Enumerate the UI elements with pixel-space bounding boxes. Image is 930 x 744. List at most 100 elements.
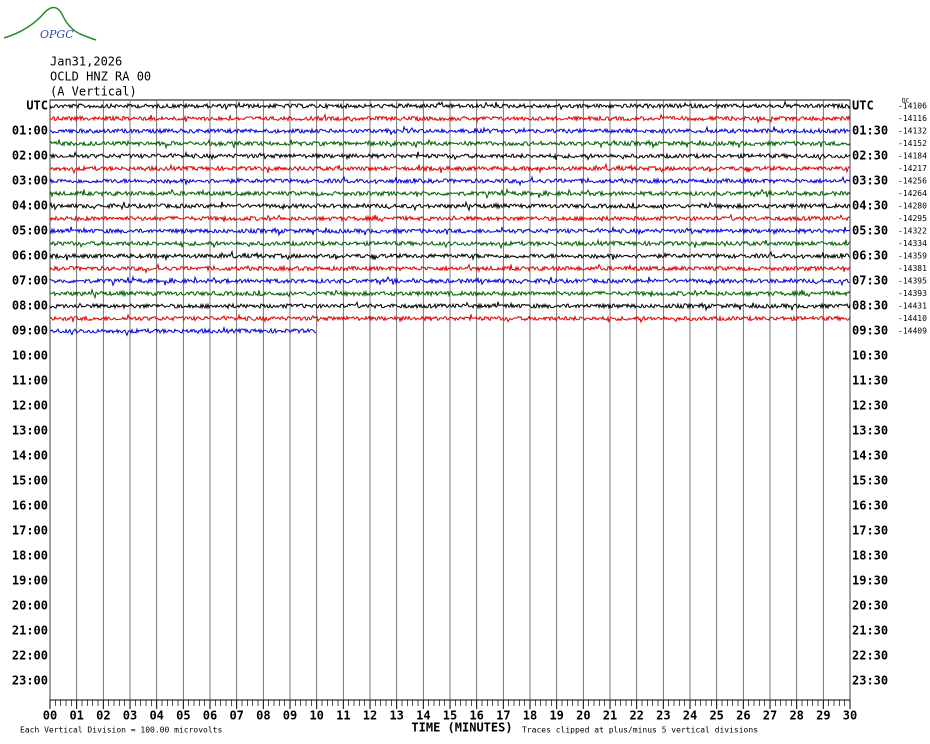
right-label: 08:30 xyxy=(852,299,888,313)
right-label: 21:30 xyxy=(852,624,888,638)
offset-label: -14395 xyxy=(898,277,927,286)
offset-label: -14334 xyxy=(898,239,927,248)
left-label: 19:00 xyxy=(12,574,48,588)
footer-right: Traces clipped at plus/minus 5 vertical … xyxy=(522,726,758,735)
right-label: 11:30 xyxy=(852,374,888,388)
x-tick-label: 30 xyxy=(843,709,857,723)
left-label: 23:00 xyxy=(12,674,48,688)
right-label: 12:30 xyxy=(852,399,888,413)
x-tick-label: 04 xyxy=(149,709,163,723)
left-label: 14:00 xyxy=(12,449,48,463)
seismic-trace xyxy=(49,138,851,150)
offset-label: -14322 xyxy=(898,227,927,236)
x-tick-label: 28 xyxy=(789,709,803,723)
offset-label: -14132 xyxy=(898,127,927,136)
x-tick-label: 01 xyxy=(69,709,83,723)
x-tick-label: 10 xyxy=(309,709,323,723)
x-tick-label: 27 xyxy=(763,709,777,723)
offset-label: -14256 xyxy=(898,177,927,186)
right-label: 13:30 xyxy=(852,424,888,438)
offset-label: -14381 xyxy=(898,264,927,273)
component: (A Vertical) xyxy=(50,85,137,99)
seismic-trace xyxy=(49,275,851,287)
left-label: 11:00 xyxy=(12,374,48,388)
x-tick-label: 12 xyxy=(363,709,377,723)
seismic-trace xyxy=(49,238,851,250)
right-label: 05:30 xyxy=(852,224,888,238)
logo-text: OPGC xyxy=(40,28,74,41)
x-tick-label: 00 xyxy=(43,709,57,723)
x-tick-label: 26 xyxy=(736,709,750,723)
seismic-trace xyxy=(49,301,851,312)
left-label: 10:00 xyxy=(12,349,48,363)
station: OCLD HNZ RA 00 xyxy=(50,70,151,84)
x-tick-label: 15 xyxy=(443,709,457,723)
right-label: 10:30 xyxy=(852,349,888,363)
left-label: 20:00 xyxy=(12,599,48,613)
footer-left: Each Vertical Division = 100.00 microvol… xyxy=(20,726,222,735)
seismic-trace xyxy=(49,249,851,262)
left-label: 04:00 xyxy=(12,199,48,213)
seismic-trace xyxy=(49,225,851,237)
right-label: 19:30 xyxy=(852,574,888,588)
right-label: 23:30 xyxy=(852,674,888,688)
offset-label: -14116 xyxy=(898,114,927,123)
offset-label: -14184 xyxy=(898,152,927,161)
left-label: 06:00 xyxy=(12,249,48,263)
left-label: 16:00 xyxy=(12,499,48,513)
x-tick-label: 13 xyxy=(389,709,403,723)
right-label: 09:30 xyxy=(852,324,888,338)
offset-label: -14431 xyxy=(898,302,927,311)
seismic-trace xyxy=(49,262,851,274)
right-label: 01:30 xyxy=(852,124,888,138)
x-tick-label: 11 xyxy=(336,709,350,723)
right-label: 22:30 xyxy=(852,649,888,663)
right-label: 03:30 xyxy=(852,174,888,188)
x-tick-label: 21 xyxy=(603,709,617,723)
x-tick-label: 03 xyxy=(123,709,137,723)
seismic-trace xyxy=(49,100,851,111)
seismic-trace xyxy=(49,112,851,125)
x-tick-label: 29 xyxy=(816,709,830,723)
right-label: 20:30 xyxy=(852,599,888,613)
x-tick-label: 09 xyxy=(283,709,297,723)
offset-label: -14393 xyxy=(898,289,927,298)
offset-label: -14410 xyxy=(898,314,927,323)
x-tick-label: 07 xyxy=(229,709,243,723)
right-label: 16:30 xyxy=(852,499,888,513)
left-label: 22:00 xyxy=(12,649,48,663)
left-label: 05:00 xyxy=(12,224,48,238)
x-tick-label: 22 xyxy=(629,709,643,723)
offset-label: -14217 xyxy=(898,164,927,173)
offset-label: -14280 xyxy=(898,202,927,211)
seismic-trace xyxy=(49,200,851,213)
left-label: 09:00 xyxy=(12,324,48,338)
x-axis-label: TIME (MINUTES) xyxy=(411,721,512,735)
left-label: 08:00 xyxy=(12,299,48,313)
offset-label: -14359 xyxy=(898,252,927,261)
left-label: 13:00 xyxy=(12,424,48,438)
left-label: 07:00 xyxy=(12,274,48,288)
date: Jan31,2026 xyxy=(50,55,122,69)
offset-label: -14152 xyxy=(898,139,927,148)
x-tick-label: 19 xyxy=(549,709,563,723)
x-tick-label: 02 xyxy=(96,709,110,723)
offset-label: -14295 xyxy=(898,214,927,223)
right-label: UTC xyxy=(852,99,874,113)
left-label: 21:00 xyxy=(12,624,48,638)
right-label: 04:30 xyxy=(852,199,888,213)
seismic-trace xyxy=(49,187,851,200)
right-label: 14:30 xyxy=(852,449,888,463)
x-tick-label: 16 xyxy=(469,709,483,723)
offset-label: -14409 xyxy=(898,327,927,336)
x-tick-label: 24 xyxy=(683,709,697,723)
left-label: 12:00 xyxy=(12,399,48,413)
left-label: 03:00 xyxy=(12,174,48,188)
seismic-trace xyxy=(49,287,851,300)
offset-label: -14106 xyxy=(898,102,927,111)
logo-curve xyxy=(3,6,97,41)
dc-label: DC xyxy=(902,98,910,105)
right-label: 02:30 xyxy=(852,149,888,163)
right-label: 06:30 xyxy=(852,249,888,263)
